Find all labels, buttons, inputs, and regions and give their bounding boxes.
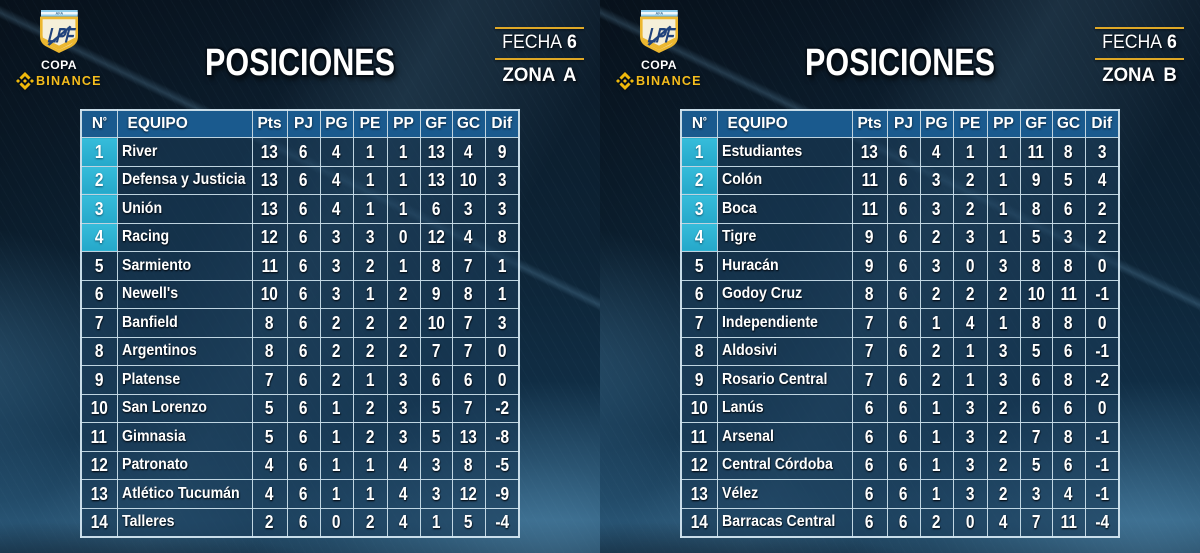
svg-text:AFA: AFA [56,12,64,16]
svg-text:AFA: AFA [656,12,664,16]
